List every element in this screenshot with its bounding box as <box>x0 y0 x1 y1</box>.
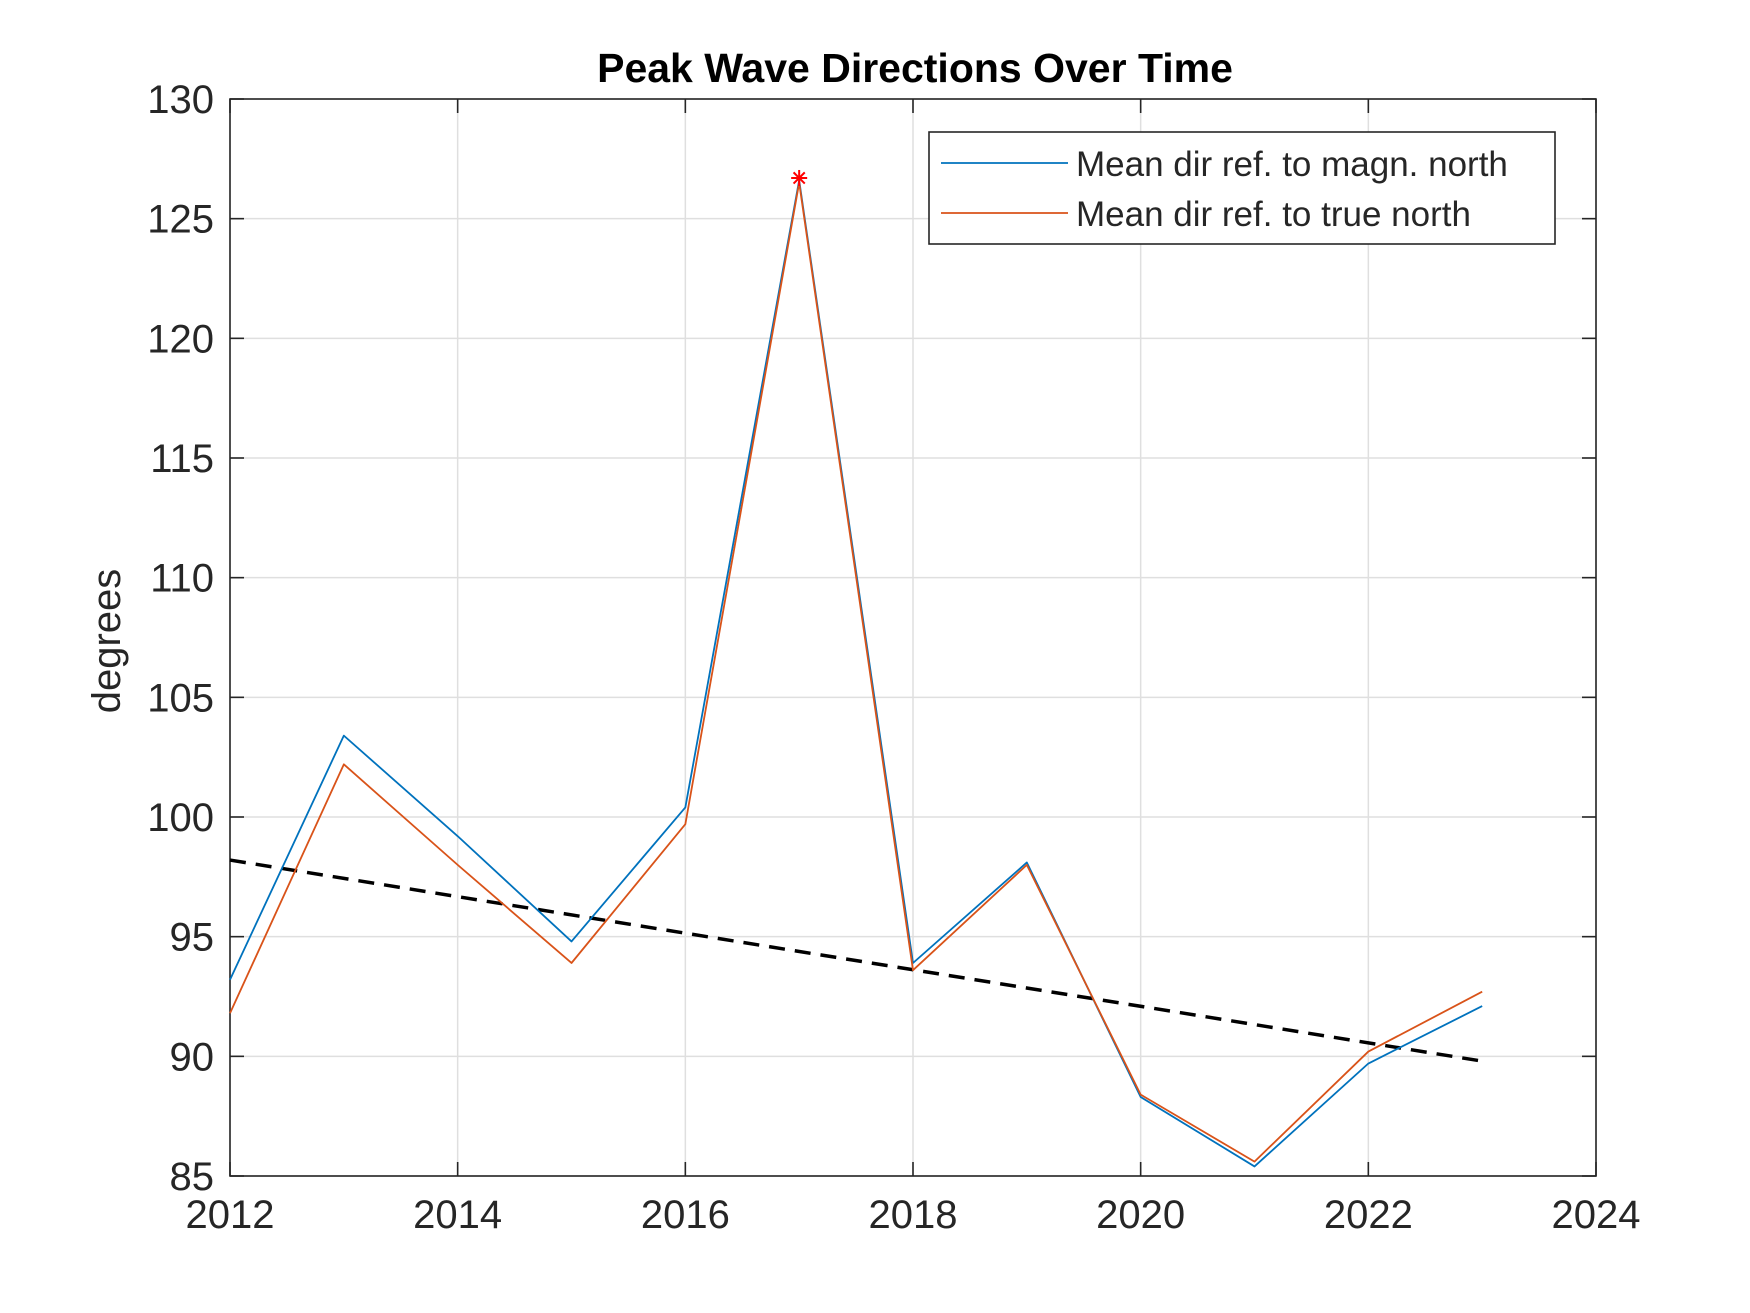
y-tick-label: 95 <box>170 916 215 960</box>
x-axis-ticks: 2012 2014 2016 2018 2020 2022 2024 <box>186 99 1641 1237</box>
x-tick-label: 2024 <box>1552 1193 1641 1237</box>
trend-line <box>229 858 1483 1063</box>
series-line-2 <box>229 181 1483 1163</box>
y-tick-label: 85 <box>170 1155 215 1199</box>
y-tick-label: 125 <box>147 198 214 242</box>
x-tick-label: 2012 <box>186 1193 275 1237</box>
y-tick-label: 120 <box>147 317 214 361</box>
chart-title: Peak Wave Directions Over Time <box>597 45 1233 91</box>
peak-marker-asterisk <box>791 169 808 186</box>
x-tick-label: 2022 <box>1324 1193 1413 1237</box>
y-axis-ticks: 85 90 95 100 105 110 115 120 125 130 <box>147 78 1596 1199</box>
x-tick-label: 2020 <box>1096 1193 1185 1237</box>
y-tick-label: 115 <box>150 437 214 481</box>
asterisk-stroke <box>792 171 806 185</box>
y-tick-label: 130 <box>147 78 214 122</box>
y-tick-label: 100 <box>147 796 214 840</box>
legend-label-1: Mean dir ref. to magn. north <box>1076 145 1508 184</box>
x-tick-label: 2018 <box>869 1193 958 1237</box>
legend: Mean dir ref. to magn. north Mean dir ref… <box>928 131 1556 245</box>
legend-label-2: Mean dir ref. to true north <box>1076 195 1471 234</box>
peak-marker-group <box>791 169 808 186</box>
x-tick-label: 2014 <box>413 1193 502 1237</box>
legend-box <box>928 131 1556 245</box>
trend-line-group <box>229 858 1483 1063</box>
series-line-1 <box>229 179 1483 1168</box>
y-tick-label: 90 <box>170 1035 215 1079</box>
y-tick-label: 110 <box>150 557 214 601</box>
x-tick-label: 2016 <box>641 1193 730 1237</box>
series-group <box>229 179 1483 1168</box>
y-tick-label: 105 <box>147 676 214 720</box>
grid-lines <box>229 98 1597 1177</box>
y-axis-label: degrees <box>85 569 129 714</box>
